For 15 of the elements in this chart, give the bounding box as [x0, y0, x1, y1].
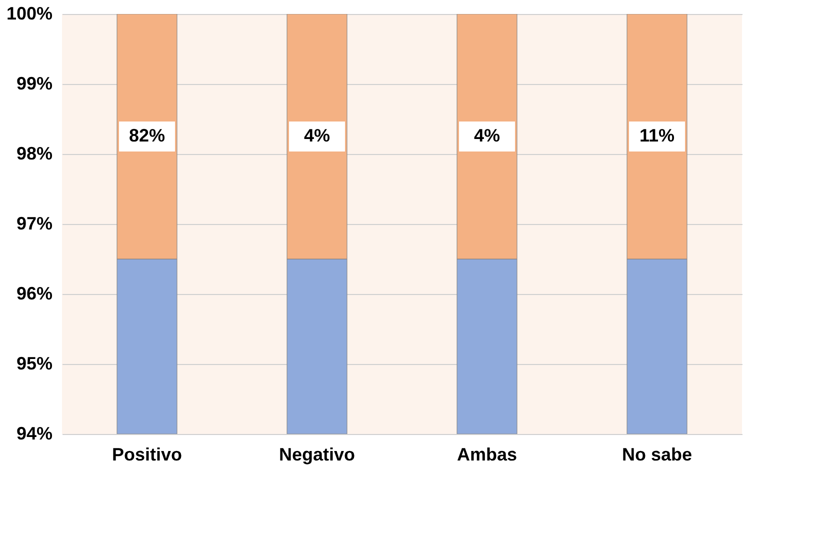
x-tick-label: Positivo [112, 444, 182, 464]
y-tick-label: 94% [16, 424, 52, 444]
annotation: 4% [304, 126, 330, 146]
y-tick-label: 98% [16, 144, 52, 164]
annotation: 82% [128, 126, 166, 146]
x-tick-label: No sabe [622, 444, 692, 464]
y-tick-label: 96% [16, 284, 52, 304]
x-tick-label: Negativo [278, 444, 356, 464]
annotation: 4% [474, 126, 500, 146]
y-tick-label: 100% [6, 4, 52, 24]
y-tick-label: 95% [16, 354, 52, 374]
y-tick-label: 99% [16, 74, 52, 94]
annotation: 11% [639, 126, 675, 146]
x-tick-label: Ambas [456, 444, 518, 464]
y-tick-label: 97% [16, 214, 52, 234]
